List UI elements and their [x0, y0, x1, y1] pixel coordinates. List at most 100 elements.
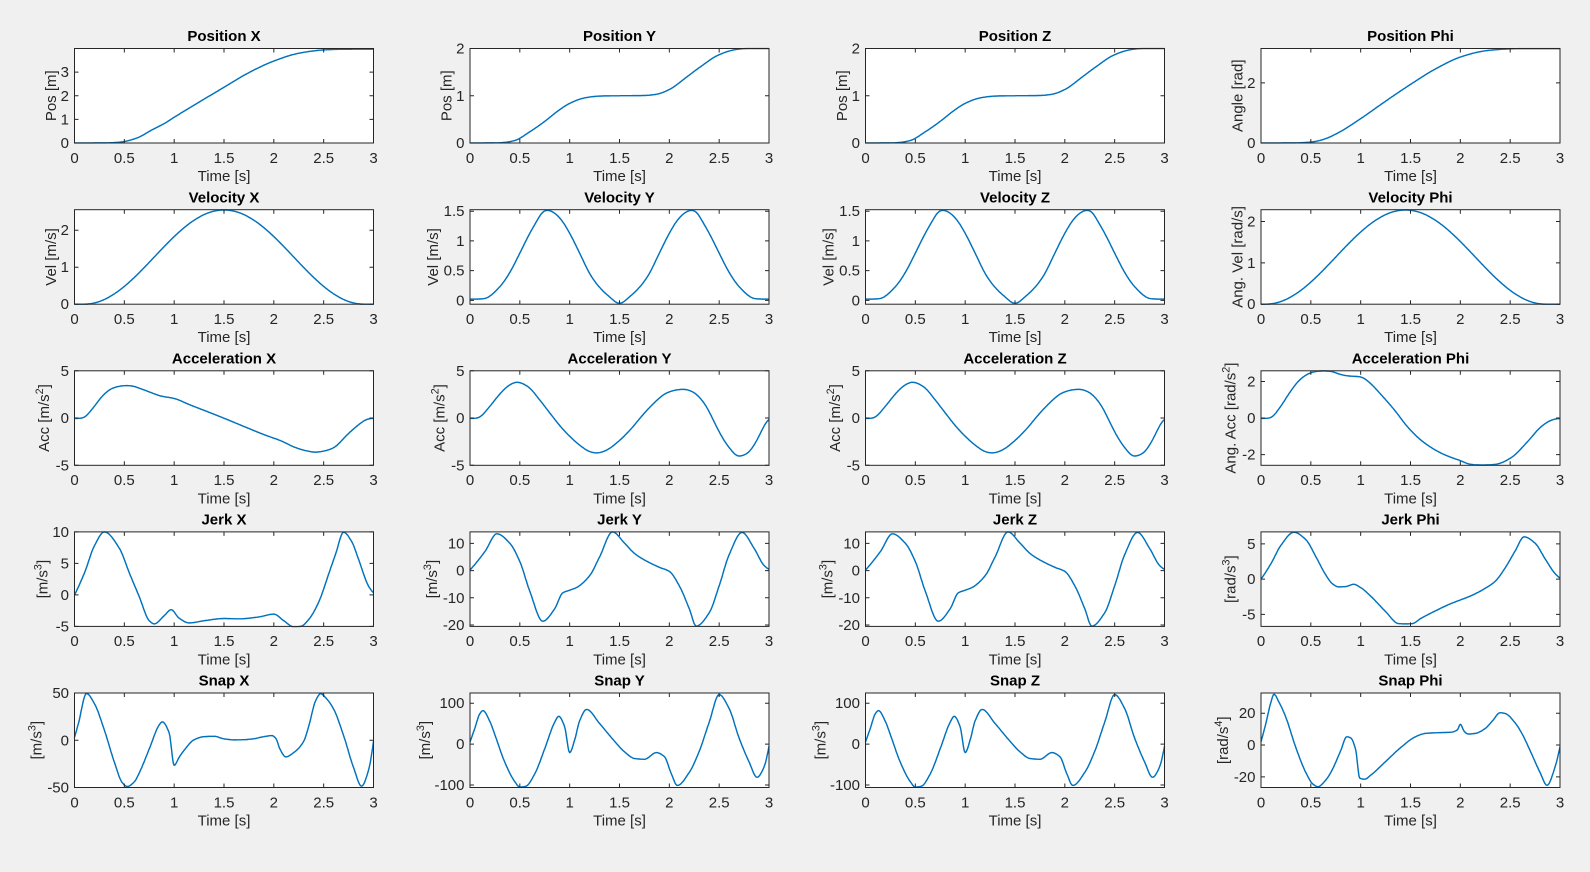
- svg-text:1: 1: [1356, 150, 1364, 167]
- svg-text:2.5: 2.5: [313, 633, 334, 650]
- svg-text:2: 2: [1456, 150, 1464, 167]
- svg-text:Time [s]: Time [s]: [593, 490, 646, 507]
- svg-text:2.5: 2.5: [1104, 472, 1125, 489]
- svg-text:0: 0: [852, 563, 860, 580]
- svg-text:Time [s]: Time [s]: [989, 813, 1042, 830]
- svg-text:-5: -5: [56, 618, 69, 635]
- svg-text:2: 2: [456, 41, 464, 58]
- svg-text:Acceleration Y: Acceleration Y: [568, 351, 672, 368]
- svg-text:0: 0: [466, 633, 474, 650]
- svg-text:2.5: 2.5: [709, 794, 730, 811]
- svg-text:1: 1: [565, 633, 573, 650]
- svg-text:1: 1: [1356, 794, 1364, 811]
- svg-text:1: 1: [170, 472, 178, 489]
- svg-text:10: 10: [448, 535, 465, 552]
- svg-text:0.5: 0.5: [839, 263, 860, 280]
- svg-text:1.5: 1.5: [1400, 472, 1421, 489]
- svg-text:1: 1: [61, 111, 69, 128]
- svg-text:0: 0: [456, 135, 464, 152]
- svg-text:100: 100: [439, 695, 464, 712]
- svg-text:2: 2: [1456, 794, 1464, 811]
- svg-text:3: 3: [1160, 150, 1168, 167]
- svg-text:Snap Z: Snap Z: [990, 673, 1040, 690]
- svg-text:Velocity Y: Velocity Y: [584, 189, 655, 206]
- svg-text:10: 10: [843, 535, 860, 552]
- svg-text:1.5: 1.5: [609, 311, 630, 328]
- svg-text:Vel [m/s]: Vel [m/s]: [43, 228, 60, 286]
- svg-text:Acceleration Z: Acceleration Z: [963, 351, 1066, 368]
- svg-text:2: 2: [61, 88, 69, 105]
- svg-text:0: 0: [1247, 571, 1255, 588]
- svg-text:2: 2: [1061, 794, 1069, 811]
- svg-text:2.5: 2.5: [313, 794, 334, 811]
- svg-text:-100: -100: [830, 777, 860, 794]
- svg-text:50: 50: [52, 685, 69, 702]
- svg-text:0: 0: [861, 794, 869, 811]
- svg-text:0.5: 0.5: [905, 150, 926, 167]
- svg-text:3: 3: [1160, 794, 1168, 811]
- svg-text:-5: -5: [451, 457, 464, 474]
- svg-text:1: 1: [565, 472, 573, 489]
- svg-text:0: 0: [70, 472, 78, 489]
- svg-text:3: 3: [369, 472, 377, 489]
- svg-text:1: 1: [565, 794, 573, 811]
- svg-text:3: 3: [369, 150, 377, 167]
- svg-text:0.5: 0.5: [1300, 472, 1321, 489]
- svg-text:0: 0: [1257, 311, 1265, 328]
- svg-text:0: 0: [61, 410, 69, 427]
- svg-text:3: 3: [1556, 311, 1564, 328]
- svg-text:3: 3: [765, 794, 773, 811]
- svg-text:0.5: 0.5: [1300, 311, 1321, 328]
- svg-text:0: 0: [861, 150, 869, 167]
- svg-text:0: 0: [1257, 633, 1265, 650]
- svg-text:0.5: 0.5: [1300, 794, 1321, 811]
- svg-text:0.5: 0.5: [444, 263, 465, 280]
- svg-text:0: 0: [70, 633, 78, 650]
- svg-text:0.5: 0.5: [114, 633, 135, 650]
- svg-text:Acc [m/s2]: Acc [m/s2]: [825, 384, 844, 452]
- svg-text:1: 1: [961, 150, 969, 167]
- svg-text:2.5: 2.5: [1104, 150, 1125, 167]
- svg-text:1: 1: [852, 233, 860, 250]
- svg-text:1: 1: [1356, 311, 1364, 328]
- svg-text:2: 2: [1061, 472, 1069, 489]
- svg-text:0: 0: [466, 794, 474, 811]
- svg-text:1: 1: [170, 633, 178, 650]
- svg-text:1.5: 1.5: [1005, 472, 1026, 489]
- svg-text:2: 2: [61, 222, 69, 239]
- svg-text:Position X: Position X: [187, 28, 260, 45]
- svg-text:1.5: 1.5: [1400, 150, 1421, 167]
- svg-text:Position Phi: Position Phi: [1367, 28, 1454, 45]
- svg-text:1.5: 1.5: [609, 794, 630, 811]
- svg-text:2: 2: [1061, 633, 1069, 650]
- svg-text:2.5: 2.5: [313, 472, 334, 489]
- svg-text:3: 3: [369, 794, 377, 811]
- svg-text:0: 0: [456, 410, 464, 427]
- svg-text:Velocity Z: Velocity Z: [980, 189, 1050, 206]
- svg-text:0.5: 0.5: [114, 150, 135, 167]
- svg-text:Position Y: Position Y: [583, 28, 656, 45]
- svg-text:2: 2: [1061, 311, 1069, 328]
- svg-text:Acceleration Phi: Acceleration Phi: [1352, 351, 1470, 368]
- svg-text:1: 1: [961, 794, 969, 811]
- svg-text:1: 1: [961, 472, 969, 489]
- svg-text:-50: -50: [47, 780, 69, 797]
- svg-text:Snap Phi: Snap Phi: [1378, 673, 1442, 690]
- svg-text:3: 3: [1160, 472, 1168, 489]
- svg-text:5: 5: [1247, 536, 1255, 553]
- svg-text:-20: -20: [1234, 769, 1256, 786]
- svg-text:10: 10: [52, 524, 69, 541]
- svg-text:3: 3: [1556, 150, 1564, 167]
- svg-text:Pos [m]: Pos [m]: [834, 70, 851, 121]
- svg-text:0.5: 0.5: [905, 311, 926, 328]
- svg-text:1.5: 1.5: [1400, 311, 1421, 328]
- svg-text:Snap Y: Snap Y: [594, 673, 645, 690]
- svg-text:1: 1: [456, 88, 464, 105]
- svg-text:Time [s]: Time [s]: [198, 651, 251, 668]
- svg-text:2: 2: [1247, 75, 1255, 92]
- svg-text:1: 1: [170, 150, 178, 167]
- svg-text:20: 20: [1239, 705, 1256, 722]
- svg-text:Position Z: Position Z: [979, 28, 1052, 45]
- svg-text:0: 0: [1257, 794, 1265, 811]
- svg-text:Time [s]: Time [s]: [989, 490, 1042, 507]
